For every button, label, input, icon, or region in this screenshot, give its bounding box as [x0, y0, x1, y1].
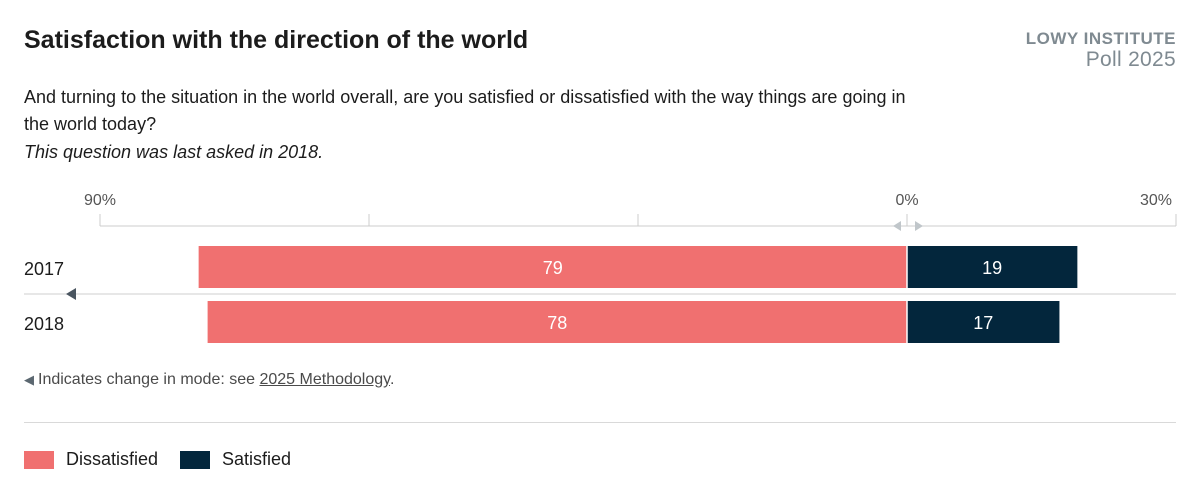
- tick-label-right: 30%: [1140, 192, 1172, 209]
- brand-name: LOWY INSTITUTE: [1025, 29, 1176, 48]
- legend-item-dissatisfied[interactable]: Dissatisfied: [24, 449, 158, 470]
- axis-right-arrow-icon: [915, 221, 923, 231]
- legend-swatch-satisfied: [180, 450, 211, 469]
- footnote-text: Indicates change in mode: see: [38, 371, 260, 388]
- bar-satisfied-2017: [907, 246, 1078, 288]
- tick-label-left: 90%: [84, 192, 116, 209]
- chart-title: Satisfaction with the direction of the w…: [24, 26, 529, 54]
- axis-left-arrow-icon: [893, 221, 901, 231]
- data-label-satisfied-2018: 17: [973, 313, 993, 333]
- data-label-dissatisfied-2017: 79: [543, 258, 563, 278]
- brand-poll: Poll 2025: [1085, 48, 1176, 71]
- legend-swatch-dissatisfied: [24, 450, 54, 469]
- bar-dissatisfied-2018: [207, 301, 908, 343]
- legend-divider: [24, 422, 1176, 423]
- legend-item-satisfied[interactable]: Satisfied: [180, 449, 291, 470]
- mode-change-marker-icon: [66, 288, 76, 300]
- methodology-link[interactable]: 2025 Methodology: [259, 371, 390, 388]
- tick-label-zero: 0%: [895, 192, 918, 209]
- data-label-dissatisfied-2018: 78: [547, 313, 567, 333]
- diverging-bar-chart: 90% 0% 30% 2017 79 19 2018 78 17: [24, 192, 1177, 343]
- row-label-2018: 2018: [24, 314, 64, 334]
- legend: Dissatisfied Satisfied: [24, 449, 313, 470]
- legend-label-satisfied: Satisfied: [222, 449, 292, 469]
- row-label-2017: 2017: [24, 259, 64, 279]
- survey-question: And turning to the situation in the worl…: [24, 87, 906, 134]
- bar-dissatisfied-2017: [198, 246, 908, 288]
- mode-change-footnote: ◀ Indicates change in mode: see 2025 Meth…: [24, 371, 394, 389]
- footnote-end: .: [389, 371, 395, 388]
- mode-change-icon: ◀: [24, 372, 34, 387]
- bar-satisfied-2018: [907, 301, 1060, 343]
- data-label-satisfied-2017: 19: [982, 258, 1002, 278]
- legend-label-dissatisfied: Dissatisfied: [66, 449, 159, 469]
- survey-note: This question was last asked in 2018.: [24, 142, 324, 162]
- brand-logo: LOWY INSTITUTE Poll 2025: [1026, 30, 1176, 70]
